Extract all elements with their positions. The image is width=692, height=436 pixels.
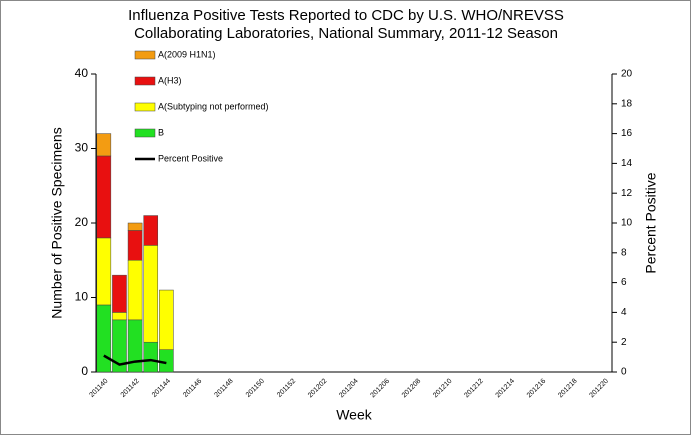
bar-segment	[127, 230, 143, 261]
legend-swatch	[134, 102, 156, 112]
legend-swatch	[134, 128, 156, 138]
x-tick-label: 201142	[120, 378, 141, 399]
x-tick-label: 201216	[526, 378, 548, 400]
bar-segment	[159, 289, 174, 350]
chart-title: Influenza Positive Tests Reported to CDC…	[128, 7, 564, 24]
x-tick-label: 201210	[432, 378, 454, 400]
x-tick-label: 201148	[214, 378, 235, 399]
legend-swatch	[134, 76, 156, 86]
x-tick-label: 201212	[463, 378, 485, 400]
x-axis-label: Week	[336, 407, 373, 423]
x-tick-label: 201206	[370, 378, 392, 400]
y2-tick-label: 4	[621, 307, 627, 318]
x-tick-label: 201150	[245, 378, 266, 399]
y2-axis-label: Percent Positive	[643, 172, 659, 273]
y2-tick-label: 10	[621, 218, 633, 229]
y-tick-label: 40	[75, 66, 89, 80]
x-tick-label: 201214	[495, 378, 517, 400]
x-tick-label: 201146	[182, 378, 203, 399]
bar-segment	[96, 133, 112, 157]
x-tick-label: 201202	[307, 378, 329, 400]
bar-segment	[127, 222, 143, 231]
bar-segment	[127, 319, 143, 373]
bar-segment	[143, 341, 159, 373]
bar-segment	[143, 215, 159, 246]
y-axis-label: Number of Positive Specimens	[49, 127, 65, 318]
x-tick-label: 201144	[151, 378, 172, 399]
y2-tick-label: 8	[621, 247, 627, 258]
x-tick-label: 201208	[401, 378, 423, 400]
legend-label: A(Subtyping not performed)	[158, 101, 269, 111]
y2-tick-label: 18	[621, 98, 633, 109]
y-tick-label: 0	[81, 364, 88, 378]
x-tick-label: 201218	[557, 378, 579, 400]
legend-swatch	[134, 50, 156, 60]
line	[103, 354, 167, 366]
bar-segment	[127, 260, 143, 321]
bar-segment	[143, 245, 159, 343]
y2-tick-label: 14	[621, 158, 633, 169]
bar-segment	[96, 304, 112, 373]
bar-segment	[112, 312, 127, 321]
bar-segment	[159, 349, 174, 373]
x-tick-label: 201140	[88, 378, 109, 399]
chart-title: Collaborating Laboratories, National Sum…	[134, 25, 558, 42]
y2-tick-label: 16	[621, 128, 633, 139]
bar-segment	[96, 155, 112, 239]
y2-tick-label: 20	[621, 69, 633, 80]
y-tick-label: 20	[75, 215, 89, 229]
bar-segment	[96, 237, 112, 306]
y-tick-label: 10	[75, 290, 89, 304]
x-tick-label: 201204	[338, 378, 360, 400]
bar-segment	[112, 274, 127, 313]
x-tick-label: 201152	[276, 378, 297, 399]
x-tick-label: 201220	[588, 378, 610, 400]
y2-tick-label: 6	[621, 277, 627, 288]
legend-label: B	[158, 127, 164, 137]
legend-label: A(H3)	[158, 75, 182, 85]
y2-tick-label: 2	[621, 337, 627, 348]
y-tick-label: 30	[75, 141, 89, 155]
legend-label: A(2009 H1N1)	[158, 49, 216, 59]
y2-tick-label: 0	[621, 367, 627, 378]
legend-label: Percent Positive	[158, 153, 223, 163]
y2-tick-label: 12	[621, 188, 633, 199]
